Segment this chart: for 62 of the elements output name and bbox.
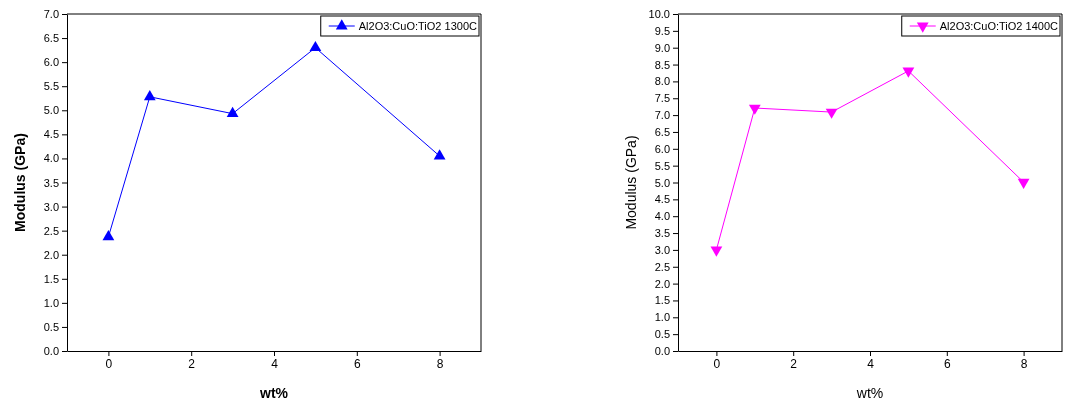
y-tick-label: 5.5 xyxy=(43,80,59,93)
x-tick-label: 8 xyxy=(436,356,444,371)
y-tick-label: 0.0 xyxy=(654,345,670,358)
point xyxy=(433,149,446,160)
y-tick-label: 2.0 xyxy=(654,277,670,290)
point xyxy=(143,90,156,101)
y-tick-label: 0.0 xyxy=(43,345,59,358)
point xyxy=(102,230,115,241)
point xyxy=(710,246,723,257)
y-tick-label: 3.5 xyxy=(43,176,59,189)
y-tick-label: 2.5 xyxy=(654,260,670,273)
x-axis-title: wt% xyxy=(855,385,884,401)
y-axis-title: Modulus (GPa) xyxy=(623,135,639,230)
legend-label: Al2O3:CuO:TiO2 1300C xyxy=(358,20,477,32)
x-tick-label: 4 xyxy=(867,356,875,371)
y-tick-label: 3.5 xyxy=(654,227,670,240)
y-axis-title: Modulus (GPa) xyxy=(12,133,28,232)
y-tick-label: 10.0 xyxy=(648,8,670,21)
x-tick-label: 6 xyxy=(943,356,951,371)
y-tick-label: 5.5 xyxy=(654,159,670,172)
y-tick-label: 5.0 xyxy=(654,176,670,189)
y-tick-label: 1.0 xyxy=(654,311,670,324)
point xyxy=(825,108,838,119)
y-tick-label: 4.0 xyxy=(43,152,59,165)
point xyxy=(902,67,915,78)
y-tick-label: 6.0 xyxy=(43,56,59,69)
y-tick-label: 9.0 xyxy=(654,41,670,54)
y-tick-label: 9.5 xyxy=(654,24,670,37)
y-tick-label: 8.0 xyxy=(654,75,670,88)
x-tick-label: 4 xyxy=(271,356,279,371)
x-tick-label: 2 xyxy=(790,356,798,371)
point xyxy=(1017,178,1030,189)
y-tick-label: 7.5 xyxy=(654,92,670,105)
point xyxy=(226,106,239,118)
x-tick-label: 0 xyxy=(105,356,113,371)
y-tick-label: 4.0 xyxy=(654,210,670,223)
y-tick-label: 4.5 xyxy=(43,128,59,141)
y-tick-label: 1.5 xyxy=(43,272,59,285)
y-tick-label: 4.5 xyxy=(654,193,670,206)
point xyxy=(748,104,761,115)
y-tick-label: 2.5 xyxy=(43,224,59,237)
y-tick-label: 7.0 xyxy=(654,109,670,122)
y-tick-label: 3.0 xyxy=(654,243,670,256)
x-tick-label: 6 xyxy=(353,356,361,371)
x-tick-label: 2 xyxy=(188,356,196,371)
x-tick-label: 0 xyxy=(713,356,721,371)
x-tick-label: 8 xyxy=(1020,356,1028,371)
legend-label: Al2O3:CuO:TiO2 1400C xyxy=(939,20,1058,32)
y-tick-label: 1.5 xyxy=(654,294,670,307)
y-tick-label: 1.0 xyxy=(43,296,59,309)
y-tick-label: 7.0 xyxy=(43,8,59,21)
x-axis-title: wt% xyxy=(259,385,289,401)
y-tick-label: 5.0 xyxy=(43,104,59,117)
y-tick-label: 6.5 xyxy=(43,32,59,45)
y-tick-label: 6.5 xyxy=(654,125,670,138)
point xyxy=(309,40,322,52)
y-tick-label: 0.5 xyxy=(654,328,670,341)
y-tick-label: 8.5 xyxy=(654,58,670,71)
y-tick-label: 2.0 xyxy=(43,248,59,261)
y-tick-label: 0.5 xyxy=(43,320,59,333)
y-tick-label: 3.0 xyxy=(43,200,59,213)
y-tick-label: 6.0 xyxy=(654,142,670,155)
